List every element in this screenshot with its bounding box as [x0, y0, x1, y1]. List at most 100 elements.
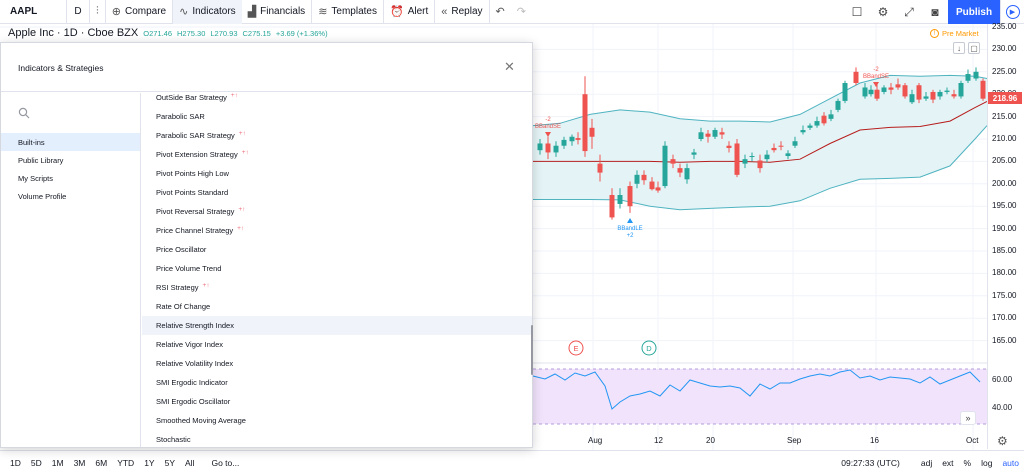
- interval-button[interactable]: D: [74, 6, 82, 17]
- indicator-list-item[interactable]: Price Oscillator: [142, 240, 532, 259]
- indicator-list[interactable]: OutSide Bar Strategy +↑ Parabolic SAR Parab…: [142, 93, 532, 447]
- log-toggle[interactable]: log: [981, 458, 993, 468]
- date-range-group: 1D 5D 1M 3M 6M YTD 1Y 5Y All: [0, 458, 199, 468]
- range-button-1m[interactable]: 1M: [51, 457, 64, 468]
- arrow-down-icon: [545, 132, 551, 137]
- candle: [888, 83, 894, 95]
- search-icon[interactable]: [18, 107, 30, 119]
- candle: [895, 78, 901, 90]
- time-tick-label: 20: [706, 436, 715, 445]
- undo-button[interactable]: ↶: [490, 0, 511, 24]
- price-tick-label: 175.00: [992, 290, 1017, 300]
- indicator-list-item[interactable]: Relative Volatility Index: [142, 354, 532, 373]
- scroll-to-realtime-button[interactable]: »: [960, 411, 976, 425]
- ext-toggle[interactable]: ext: [942, 458, 954, 468]
- range-button-1d[interactable]: 1D: [10, 457, 21, 468]
- indicator-list-item[interactable]: Relative Strength Index: [142, 316, 532, 335]
- symbol-legend[interactable]: Apple Inc · 1D · Cboe BZX O271.46 H275.3…: [8, 27, 328, 39]
- templates-icon: ≋: [318, 6, 328, 18]
- compare-button[interactable]: ⊕ Compare: [106, 0, 172, 24]
- indicator-list-item[interactable]: Pivot Points Standard: [142, 183, 532, 202]
- candle: [561, 136, 567, 149]
- chart-style-button[interactable]: ⫶: [90, 0, 105, 24]
- candle: [698, 127, 704, 142]
- candle: [677, 163, 683, 178]
- candle: [537, 139, 543, 155]
- toolbar-divider: [66, 0, 67, 24]
- clock-time[interactable]: 09:27:33 (UTC): [841, 458, 900, 468]
- indicators-button[interactable]: ∿ Indicators: [173, 0, 242, 24]
- indicator-list-item[interactable]: Pivot Points High Low: [142, 164, 532, 183]
- indicator-list-item[interactable]: RSI Strategy +↑: [142, 278, 532, 297]
- indicator-list-item[interactable]: Rate Of Change: [142, 297, 532, 316]
- templates-button[interactable]: ≋ Templates: [312, 0, 383, 24]
- indicator-list-item[interactable]: Parabolic SAR: [142, 107, 532, 126]
- list-scrollbar[interactable]: [531, 325, 533, 375]
- adj-toggle[interactable]: adj: [920, 458, 933, 468]
- auto-toggle[interactable]: auto: [1002, 458, 1019, 468]
- event-marker-dividend[interactable]: D: [641, 340, 657, 356]
- indicator-list-item[interactable]: SMI Ergodic Indicator: [142, 373, 532, 392]
- percent-toggle[interactable]: %: [963, 458, 972, 468]
- indicator-list-item[interactable]: Relative Vigor Index: [142, 335, 532, 354]
- signal-long-label: BBandLE: [617, 226, 642, 232]
- candle: [792, 136, 798, 148]
- indicator-list-item[interactable]: Pivot Reversal Strategy +↑: [142, 202, 532, 221]
- fullscreen-icon: ⤢: [904, 4, 914, 19]
- range-button-1y[interactable]: 1Y: [144, 457, 155, 468]
- dialog-close-button[interactable]: ✕: [504, 59, 515, 75]
- go-to-button[interactable]: Go to...: [211, 457, 240, 468]
- indicator-list-item[interactable]: Parabolic SAR Strategy +↑: [142, 126, 532, 145]
- range-button-3m[interactable]: 3M: [73, 457, 86, 468]
- publish-button[interactable]: Publish: [948, 0, 1000, 24]
- arrow-down-button[interactable]: ↓: [953, 42, 965, 54]
- candle: [862, 83, 868, 99]
- compare-label: Compare: [124, 6, 167, 17]
- candle: [712, 127, 718, 139]
- indicator-name: Relative Strength Index: [156, 321, 234, 330]
- gear-icon: ⚙: [997, 434, 1008, 448]
- time-tick-label: Aug: [588, 436, 603, 445]
- range-button-6m[interactable]: 6M: [95, 457, 108, 468]
- chart-settings-button[interactable]: ⚙: [997, 434, 1008, 448]
- sidebar-item-volume-profile[interactable]: Volume Profile: [18, 191, 67, 201]
- range-button-5y[interactable]: 5Y: [164, 457, 175, 468]
- sidebar-item-public-library[interactable]: Public Library: [18, 155, 64, 165]
- layout-button[interactable]: ☐: [844, 0, 870, 24]
- indicator-list-item[interactable]: SMI Ergodic Oscillator: [142, 392, 532, 411]
- indicator-list-item[interactable]: Price Volume Trend: [142, 259, 532, 278]
- play-button[interactable]: ▶: [1000, 0, 1024, 24]
- price-tick-label: 170.00: [992, 313, 1017, 323]
- indicator-list-item[interactable]: Stochastic: [142, 430, 532, 447]
- candle: [634, 170, 640, 189]
- indicator-name: Parabolic SAR: [156, 112, 205, 121]
- premarket-badge[interactable]: ! Pre Market: [930, 29, 979, 38]
- maximize-pane-button[interactable]: ▢: [968, 42, 980, 54]
- alert-button[interactable]: ⏰ Alert: [384, 0, 434, 24]
- redo-button[interactable]: ↷: [511, 0, 532, 24]
- range-button-all[interactable]: All: [185, 457, 195, 468]
- replay-button[interactable]: « Replay: [435, 0, 488, 24]
- indicator-list-item[interactable]: Pivot Extension Strategy +↑: [142, 145, 532, 164]
- arrow-down-icon: ↓: [957, 43, 961, 53]
- sidebar-item-built-ins[interactable]: Built-ins: [1, 133, 140, 151]
- redo-icon: ↷: [516, 6, 526, 18]
- indicator-name: Pivot Extension Strategy: [156, 150, 238, 159]
- financials-button[interactable]: ▟ Financials: [242, 0, 312, 24]
- dialog-sidebar: Built-ins Public Library My Scripts Volume …: [1, 93, 141, 447]
- price-axis[interactable]: 235.00230.00225.00220.00215.00210.00205.…: [987, 22, 1024, 449]
- range-button-5d[interactable]: 5D: [30, 457, 42, 468]
- sidebar-item-my-scripts[interactable]: My Scripts: [18, 173, 54, 183]
- fullscreen-button[interactable]: ⤢: [896, 0, 922, 24]
- indicator-list-item[interactable]: OutSide Bar Strategy +↑: [142, 93, 532, 107]
- indicator-list-item[interactable]: Smoothed Moving Average: [142, 411, 532, 430]
- signal-short-2: -2 BBandSE: [863, 67, 889, 87]
- event-marker-earnings[interactable]: E: [568, 340, 584, 356]
- candle: [655, 181, 661, 193]
- indicator-list-item[interactable]: Price Channel Strategy +↑: [142, 221, 532, 240]
- range-button-ytd[interactable]: YTD: [117, 457, 135, 468]
- snapshot-button[interactable]: ◙: [922, 0, 948, 24]
- symbol-search-button[interactable]: AAPL: [10, 6, 38, 17]
- settings-button[interactable]: ⚙: [870, 0, 896, 24]
- indicator-name: Pivot Reversal Strategy: [156, 207, 235, 216]
